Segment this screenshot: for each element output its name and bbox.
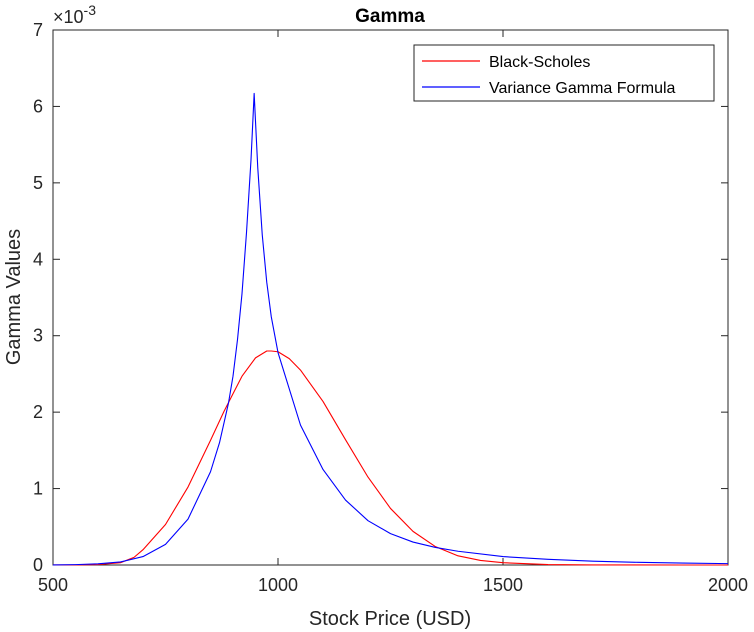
plot-frame	[52, 29, 729, 566]
x-tick-label: 1500	[483, 575, 523, 595]
y-tick-label: 6	[33, 96, 43, 116]
legend-box	[413, 44, 715, 102]
legend-label: Variance Gamma Formula	[489, 80, 676, 97]
x-tick-label: 500	[38, 575, 68, 595]
y-tick-label: 7	[33, 20, 43, 40]
x-tick-label: 2000	[708, 575, 748, 595]
y-tick-label: 0	[33, 555, 43, 575]
series-line-black-scholes	[52, 350, 728, 566]
x-axis-label: Stock Price (USD)	[309, 608, 471, 630]
legend-label: Black-Scholes	[489, 54, 590, 71]
y-exponent-label: ×10-3	[53, 2, 96, 27]
y-tick-label: 5	[33, 173, 43, 193]
x-tick-label: 1000	[258, 575, 298, 595]
y-axis-label: Gamma Values	[3, 229, 25, 365]
y-tick-label: 1	[33, 479, 43, 499]
y-tick-label: 2	[33, 402, 43, 422]
chart-title: Gamma	[355, 6, 425, 27]
y-tick-label: 3	[33, 326, 43, 346]
series-line-variance-gamma	[52, 92, 729, 566]
y-tick-label: 4	[33, 249, 43, 269]
